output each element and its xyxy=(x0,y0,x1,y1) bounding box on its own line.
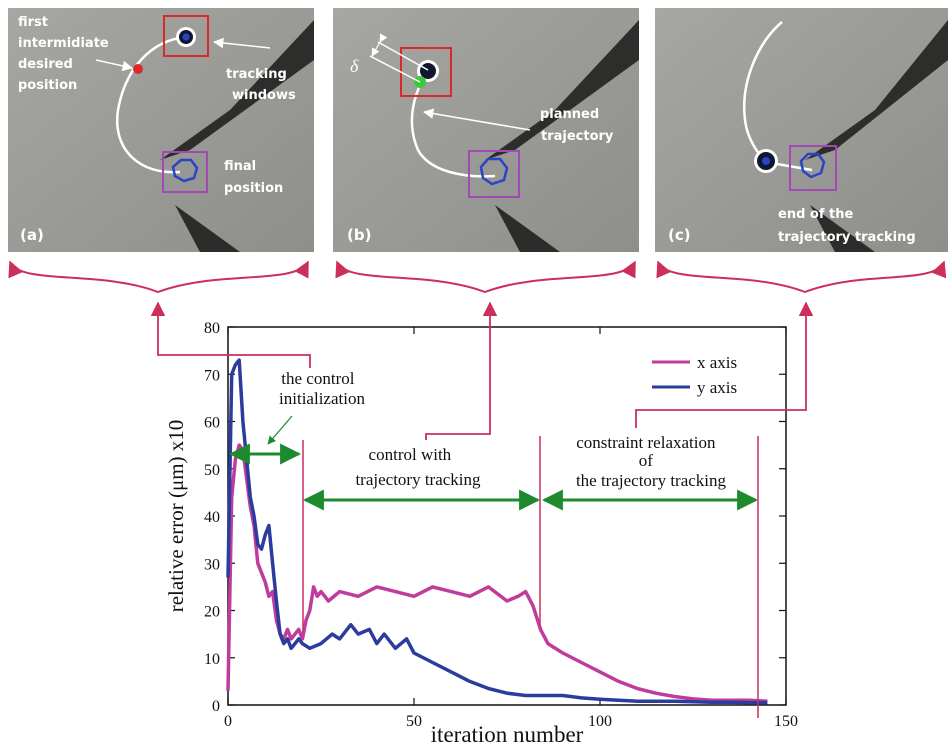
y-tick-label: 20 xyxy=(204,604,220,621)
connector-a xyxy=(150,301,311,368)
panel-b-label: (b) xyxy=(347,226,371,244)
phase-label-line: trajectory tracking xyxy=(355,470,481,489)
y-tick-label: 40 xyxy=(204,509,220,526)
panel-c-lower-shadow xyxy=(810,205,875,252)
x-axis-label: iteration number xyxy=(431,722,584,747)
y-tick-label: 10 xyxy=(204,651,220,668)
panel-a-tool-dot xyxy=(182,33,190,41)
phase-label-line: control with xyxy=(369,445,452,464)
phase-label-line: initialization xyxy=(279,389,365,408)
panel-c: end of the trajectory tracking (c) xyxy=(655,8,948,252)
series-line-y-axis xyxy=(226,358,768,705)
panel-b-arrow-trajectory xyxy=(422,108,531,131)
panel-b-ann-line: trajectory xyxy=(541,129,614,144)
legend: x axis y axis xyxy=(652,353,737,397)
phase-label-line: of xyxy=(639,451,654,470)
panel-a-label: (a) xyxy=(20,226,44,244)
phase-annotations: the control initialization control with … xyxy=(228,369,759,718)
connector-c xyxy=(635,301,814,428)
legend-label-x: x axis xyxy=(697,353,737,372)
panel-b-delta-line-2 xyxy=(369,55,421,83)
panel-a-purple-window xyxy=(162,151,208,193)
y-tick-label: 30 xyxy=(204,556,220,573)
series-line-x-axis xyxy=(226,443,768,703)
panel-a-target-ring xyxy=(171,158,199,183)
panel-a-ann-line: desired xyxy=(18,57,73,72)
legend-label-y: y axis xyxy=(697,378,737,397)
panel-a-ann-final-position: final position xyxy=(224,159,283,196)
error-chart: 0 10 20 30 40 50 60 70 80 0 50 100 150 relative err… xyxy=(150,301,814,747)
brace-c xyxy=(656,260,947,294)
panel-c-label: (c) xyxy=(668,226,691,244)
panel-a-arrow-intermediate xyxy=(95,59,134,72)
panel-c-ann-line: end of the xyxy=(778,207,853,222)
y-tick-label: 70 xyxy=(204,367,220,384)
y-tick-label: 60 xyxy=(204,415,220,432)
panel-c-purple-window xyxy=(789,145,837,191)
panel-a-ann-line: position xyxy=(224,181,283,196)
panel-b: δ planned trajectory (b) xyxy=(333,8,639,252)
phase-label-control-init: the control initialization xyxy=(279,369,365,408)
panel-a-trajectory xyxy=(115,35,188,174)
panel-b-lower-shadow xyxy=(495,205,560,252)
panel-a-ann-line: windows xyxy=(232,88,296,103)
panel-a-ann-line: tracking xyxy=(226,67,287,82)
panel-b-ann-line: planned xyxy=(540,107,599,122)
panel-a-ann-tracking-windows: tracking windows xyxy=(226,67,296,103)
panel-a-red-window xyxy=(163,15,209,57)
phase-label-relaxation: constraint relaxation of the trajectory … xyxy=(576,433,727,490)
panel-c-background xyxy=(655,8,948,252)
panel-b-ann-planned-trajectory: planned trajectory xyxy=(540,107,614,144)
x-tick-label: 100 xyxy=(588,713,612,730)
panel-a-intermediate-dot xyxy=(133,64,143,74)
panel-a-ann-line: final xyxy=(224,159,256,174)
panel-a-ann-line: intermidiate xyxy=(18,36,109,51)
panel-a-lower-shadow xyxy=(175,205,240,252)
panel-c-ann-end-of-tracking: end of the trajectory tracking xyxy=(778,207,916,245)
panel-a-ann-first-intermediate: first intermidiate desired position xyxy=(18,15,113,93)
x-axis-ticks: 0 50 100 150 xyxy=(224,327,798,730)
connector-b xyxy=(425,301,498,440)
panel-a: first intermidiate desired position trac… xyxy=(8,8,314,252)
phase-label-trajectory-tracking: control with trajectory tracking xyxy=(355,445,481,489)
brace-b xyxy=(335,260,636,294)
panel-braces xyxy=(8,260,947,294)
panel-a-arrow-tracking xyxy=(212,37,271,49)
panel-a-ann-line: position xyxy=(18,78,77,93)
panel-b-target-ring xyxy=(479,157,509,186)
panel-c-target-ring xyxy=(799,152,826,179)
x-tick-label: 50 xyxy=(406,713,422,730)
panel-b-trajectory xyxy=(410,65,496,178)
phase-label-line: the trajectory tracking xyxy=(576,471,727,490)
x-tick-label: 150 xyxy=(774,713,798,730)
y-axis-label: relative error (μm) x10 xyxy=(164,420,188,613)
series-layer xyxy=(226,358,768,705)
panel-a-background xyxy=(8,8,314,252)
y-tick-label: 50 xyxy=(204,462,220,479)
panel-a-ann-line: first xyxy=(18,15,48,30)
panel-b-delta-symbol: δ xyxy=(350,56,359,76)
brace-connectors xyxy=(150,301,814,440)
phase-label-line: constraint relaxation xyxy=(576,433,716,452)
panel-c-ann-line: trajectory tracking xyxy=(778,230,916,245)
y-tick-label: 0 xyxy=(212,698,220,715)
x-tick-label: 0 xyxy=(224,713,232,730)
phase-pointer-init xyxy=(267,415,293,445)
panel-b-delta-arrow xyxy=(371,33,388,57)
y-tick-label: 80 xyxy=(204,320,220,337)
panel-c-tool-dot xyxy=(762,157,770,165)
panel-b-purple-window xyxy=(468,150,520,198)
y-axis-ticks: 0 10 20 30 40 50 60 70 80 xyxy=(204,320,786,715)
phase-label-line: the control xyxy=(281,369,354,388)
brace-a xyxy=(8,260,309,294)
